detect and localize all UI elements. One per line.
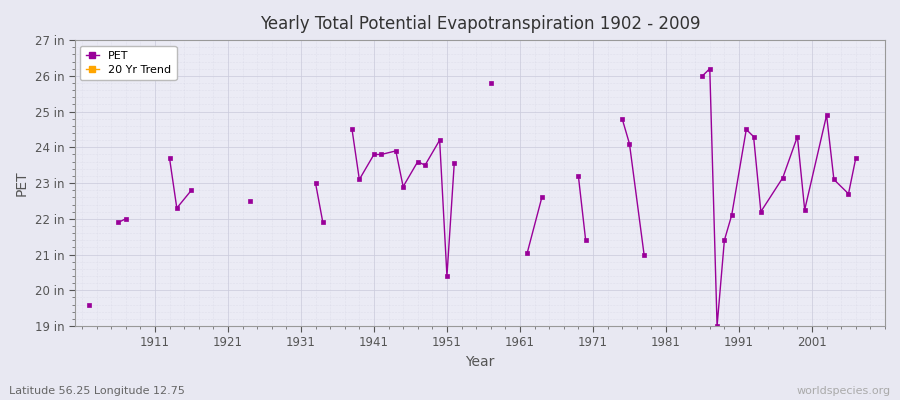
Text: worldspecies.org: worldspecies.org xyxy=(796,386,891,396)
Title: Yearly Total Potential Evapotranspiration 1902 - 2009: Yearly Total Potential Evapotranspiratio… xyxy=(259,15,700,33)
Y-axis label: PET: PET xyxy=(15,170,29,196)
Text: Latitude 56.25 Longitude 12.75: Latitude 56.25 Longitude 12.75 xyxy=(9,386,184,396)
Legend: PET, 20 Yr Trend: PET, 20 Yr Trend xyxy=(80,46,176,80)
X-axis label: Year: Year xyxy=(465,355,494,369)
